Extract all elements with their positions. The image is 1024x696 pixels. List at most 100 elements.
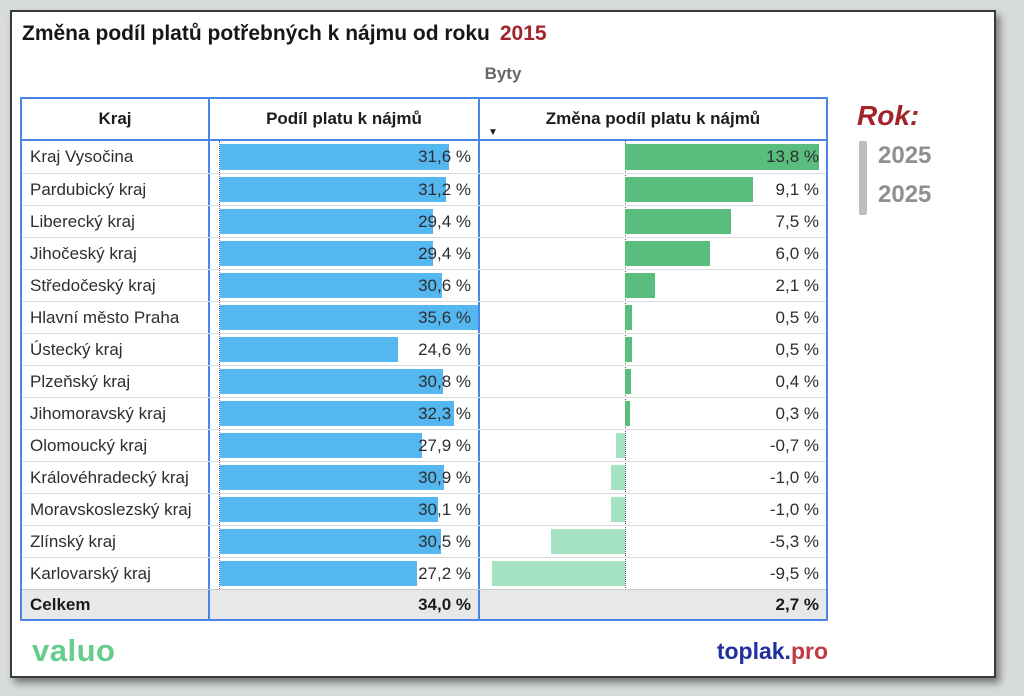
footer: valuo toplak.pro [20,630,828,672]
zmena-bar-area: 0,4 % [480,366,826,397]
zmena-bar [625,144,820,170]
slicer-options: 2025 2025 [878,141,931,215]
podil-bar-area: 30,9 % [219,462,478,493]
data-table: Kraj Podíl platu k nájmů ▼ Změna podíl p… [20,97,828,621]
region-name: Středočeský kraj [22,270,210,301]
table-row[interactable]: Hlavní město Praha 35,6 % 0,5 % [22,301,826,333]
podil-bar-area: 31,2 % [219,174,478,205]
column-header-kraj[interactable]: Kraj [22,99,210,139]
podil-bar [220,497,439,522]
column-header-podil[interactable]: Podíl platu k nájmů [210,99,480,139]
zmena-value: 9,1 % [775,179,819,199]
table-row[interactable]: Ústecký kraj 24,6 % 0,5 % [22,333,826,365]
year-slicer-title: Rok: [857,100,920,131]
valuo-logo: valuo [32,633,116,668]
slicer-year-option[interactable]: 2025 [878,142,932,169]
zmena-value: -0,7 % [769,435,819,455]
table-row[interactable]: Karlovarský kraj 27,2 % -9,5 % [22,557,826,589]
podil-bar [220,144,449,170]
podil-bar [220,337,399,362]
total-label: Celkem [22,590,210,619]
zmena-value: 0,5 % [775,307,819,327]
table-row[interactable]: Pardubický kraj 31,2 % 9,1 % [22,173,826,205]
zmena-bar-area: 0,5 % [480,334,826,365]
podil-bar [220,305,478,330]
podil-value: 30,9 % [418,467,471,487]
podil-bar-area: 31,6 % [219,141,478,173]
region-name: Moravskoslezský kraj [22,494,210,525]
zmena-bar-area: 13,8 % [480,141,826,173]
table-row[interactable]: Kraj Vysočina 31,6 % 13,8 % [22,141,826,173]
region-name: Plzeňský kraj [22,366,210,397]
region-name: Hlavní město Praha [22,302,210,333]
toplak-pro-logo: toplak.pro [717,638,828,665]
table-header: Kraj Podíl platu k nájmů ▼ Změna podíl p… [22,99,826,141]
zmena-bar [491,561,626,586]
zmena-value: -5,3 % [769,531,819,551]
zmena-bar-area: -0,7 % [480,430,826,461]
report-title: Změna podíl platů potřebných k nájmu od … [22,22,547,46]
podil-bar [220,465,444,490]
sort-descending-icon[interactable]: ▼ [488,127,498,138]
podil-bar-area: 30,8 % [219,366,478,397]
slicer-scrollbar[interactable] [859,141,867,215]
podil-bar [220,177,447,202]
podil-value: 30,1 % [418,499,471,519]
zmena-value: 0,5 % [775,339,819,359]
zmena-bar-area: -9,5 % [480,558,826,589]
table-row[interactable]: Zlínský kraj 30,5 % -5,3 % [22,525,826,557]
podil-bar-area: 32,3 % [219,398,478,429]
zmena-bar-area: 2,1 % [480,270,826,301]
podil-bar [220,209,434,234]
zmena-bar-area: -1,0 % [480,462,826,493]
region-name: Královéhradecký kraj [22,462,210,493]
zmena-bar-area: 7,5 % [480,206,826,237]
zmena-value: 2,1 % [775,275,819,295]
podil-bar-area: 30,5 % [219,526,478,557]
table-row[interactable]: Jihočeský kraj 29,4 % 6,0 % [22,237,826,269]
table-row[interactable]: Moravskoslezský kraj 30,1 % -1,0 % [22,493,826,525]
report-title-text: Změna podíl platů potřebných k nájmu od … [22,22,490,45]
podil-value: 24,6 % [418,339,471,359]
zmena-bar-area: -5,3 % [480,526,826,557]
region-name: Pardubický kraj [22,174,210,205]
table-row[interactable]: Královéhradecký kraj 30,9 % -1,0 % [22,461,826,493]
report-title-year: 2015 [499,22,547,45]
podil-bar [220,401,455,426]
toplak-logo-name: toplak. [716,637,791,664]
zmena-bar [550,529,626,554]
zmena-value: -9,5 % [769,563,819,583]
podil-value: 27,2 % [418,563,471,583]
podil-bar-area: 30,6 % [219,270,478,301]
region-name: Liberecký kraj [22,206,210,237]
zmena-bar-area: 0,5 % [480,302,826,333]
podil-value: 30,5 % [418,531,471,551]
podil-bar [220,369,444,394]
region-name: Jihomoravský kraj [22,398,210,429]
region-name: Olomoucký kraj [22,430,210,461]
podil-bar-area: 29,4 % [219,206,478,237]
slicer-year-option[interactable]: 2025 [878,181,932,209]
podil-value: 30,8 % [418,371,471,391]
region-name: Kraj Vysočina [22,141,210,173]
zmena-bar [625,177,754,202]
zmena-bar [625,337,633,362]
zmena-bar [611,497,626,522]
column-header-zmena[interactable]: ▼ Změna podíl platu k nájmů [480,99,826,139]
zmena-bar [625,241,710,266]
table-row[interactable]: Plzeňský kraj 30,8 % 0,4 % [22,365,826,397]
table-row[interactable]: Liberecký kraj 29,4 % 7,5 % [22,205,826,237]
zmena-bar-area: 9,1 % [480,174,826,205]
zmena-value: 0,3 % [775,403,819,423]
table-row[interactable]: Jihomoravský kraj 32,3 % 0,3 % [22,397,826,429]
table-row[interactable]: Olomoucký kraj 27,9 % -0,7 % [22,429,826,461]
zmena-bar [625,401,630,426]
year-slicer: Rok: 2025 2025 [857,100,989,215]
zmena-value: -1,0 % [769,499,819,519]
table-row[interactable]: Středočeský kraj 30,6 % 2,1 % [22,269,826,301]
podil-value: 29,4 % [418,243,471,263]
podil-bar-area: 27,2 % [219,558,478,589]
report-card: Změna podíl platů potřebných k nájmu od … [10,10,996,678]
zmena-bar [625,209,731,234]
column-header-zmena-label: Změna podíl platu k nájmů [545,109,761,128]
